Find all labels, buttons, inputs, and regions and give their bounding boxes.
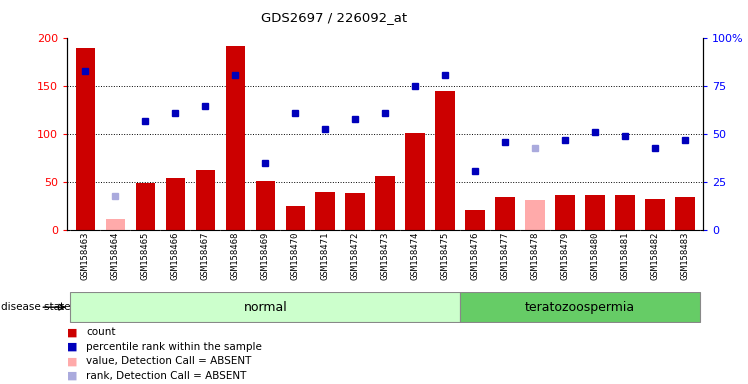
Bar <box>460 293 700 322</box>
Text: percentile rank within the sample: percentile rank within the sample <box>86 342 262 352</box>
Text: GSM158464: GSM158464 <box>111 232 120 280</box>
Text: ■: ■ <box>67 327 78 337</box>
Text: GSM158472: GSM158472 <box>351 232 360 280</box>
Text: GSM158477: GSM158477 <box>500 232 509 280</box>
Text: teratozoospermia: teratozoospermia <box>525 301 635 314</box>
Text: GSM158476: GSM158476 <box>470 232 479 280</box>
Bar <box>256 181 275 230</box>
Text: GSM158478: GSM158478 <box>530 232 539 280</box>
Bar <box>195 170 215 230</box>
Bar <box>70 293 460 322</box>
Bar <box>675 197 695 230</box>
Text: GSM158468: GSM158468 <box>231 232 240 280</box>
Text: count: count <box>86 327 115 337</box>
Bar <box>76 48 95 230</box>
Bar <box>316 192 335 230</box>
Text: GSM158463: GSM158463 <box>81 232 90 280</box>
Bar <box>286 207 305 230</box>
Bar <box>465 210 485 230</box>
Text: disease state: disease state <box>1 302 70 312</box>
Bar <box>405 134 425 230</box>
Text: ■: ■ <box>67 356 78 366</box>
Bar <box>225 46 245 230</box>
Text: rank, Detection Call = ABSENT: rank, Detection Call = ABSENT <box>86 371 246 381</box>
Text: GSM158473: GSM158473 <box>381 232 390 280</box>
Text: GSM158479: GSM158479 <box>561 232 570 280</box>
Text: ■: ■ <box>67 371 78 381</box>
Text: GSM158466: GSM158466 <box>171 232 180 280</box>
Text: GSM158482: GSM158482 <box>651 232 660 280</box>
Bar <box>586 195 605 230</box>
Text: value, Detection Call = ABSENT: value, Detection Call = ABSENT <box>86 356 251 366</box>
Text: GSM158470: GSM158470 <box>291 232 300 280</box>
Text: GSM158474: GSM158474 <box>411 232 420 280</box>
Bar <box>646 199 665 230</box>
Bar <box>375 176 395 230</box>
Bar <box>435 91 455 230</box>
Text: GSM158483: GSM158483 <box>681 232 690 280</box>
Text: GSM158481: GSM158481 <box>621 232 630 280</box>
Text: GSM158471: GSM158471 <box>321 232 330 280</box>
Bar <box>616 195 635 230</box>
Bar <box>135 184 155 230</box>
Text: GSM158467: GSM158467 <box>200 232 209 280</box>
Bar <box>525 200 545 230</box>
Text: GSM158480: GSM158480 <box>591 232 600 280</box>
Text: GSM158469: GSM158469 <box>261 232 270 280</box>
Text: normal: normal <box>243 301 287 314</box>
Bar <box>165 177 185 230</box>
Bar <box>495 197 515 230</box>
Text: GDS2697 / 226092_at: GDS2697 / 226092_at <box>261 12 408 25</box>
Text: GSM158475: GSM158475 <box>441 232 450 280</box>
Text: GSM158465: GSM158465 <box>141 232 150 280</box>
Bar <box>556 195 575 230</box>
Bar <box>346 193 365 230</box>
Bar <box>105 219 125 230</box>
Text: ■: ■ <box>67 342 78 352</box>
